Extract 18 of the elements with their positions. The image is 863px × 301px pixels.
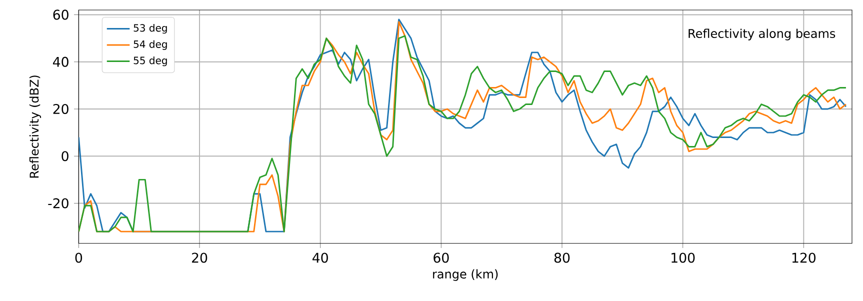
x-tick-label: 80 [554, 252, 570, 263]
x-tick-label: 100 [672, 252, 695, 263]
y-tick-label: -20 [48, 198, 68, 208]
legend-label: 54 deg [134, 40, 167, 50]
y-tick-label: 40 [52, 56, 68, 67]
y-axis-title: Reflectivity (dBZ) [29, 75, 42, 178]
x-tick-label: 120 [792, 252, 816, 263]
x-tick-label: 40 [312, 252, 328, 263]
annotation: Reflectivity along beams [688, 28, 836, 40]
legend-label: 53 deg [134, 24, 167, 34]
y-tick-label: 0 [62, 150, 68, 162]
x-tick-label: 60 [434, 252, 449, 263]
y-tick-label: 20 [53, 104, 68, 114]
x-tick-label: 20 [192, 252, 208, 263]
y-tick-label: 60 [53, 10, 68, 20]
x-axis-title: range (km) [433, 269, 498, 281]
x-tick-label: 0 [75, 252, 82, 263]
legend-label: 55 deg [134, 56, 167, 66]
